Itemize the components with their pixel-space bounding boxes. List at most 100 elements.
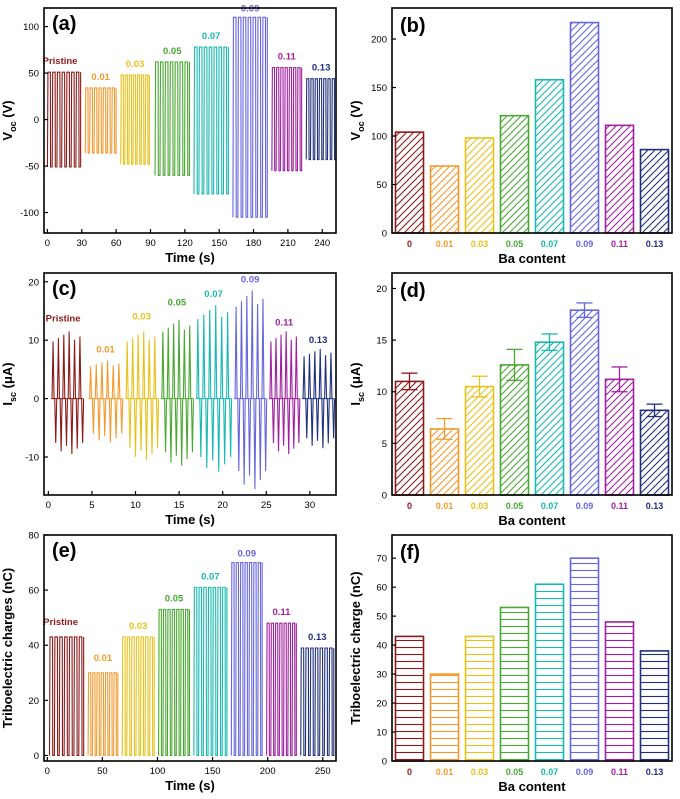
x-tick-label: 210 bbox=[280, 238, 296, 249]
series-annotation: 0.03 bbox=[132, 311, 151, 322]
x-axis-label: Time (s) bbox=[165, 778, 215, 793]
category-label: 0.01 bbox=[436, 767, 454, 777]
panel-e: Pristine 0.01 0.03 0.05 0.07 0.09 0.11 0.13 0 50 1… bbox=[0, 531, 337, 793]
y-tick-label: 80 bbox=[28, 531, 39, 542]
y-tick-label: 60 bbox=[376, 583, 387, 594]
series-annotation: 0.09 bbox=[237, 549, 256, 560]
bar bbox=[639, 148, 670, 234]
series-annotation: 0.11 bbox=[272, 607, 291, 618]
x-axis-label: Ba content bbox=[498, 779, 566, 794]
y-axis-label-main: V bbox=[348, 132, 363, 141]
y-tick-label: -10 bbox=[25, 453, 39, 464]
series-annotation: Pristine bbox=[46, 313, 81, 324]
bar bbox=[499, 364, 530, 496]
signal-trace bbox=[87, 672, 119, 757]
series-annotation: 0.07 bbox=[202, 31, 221, 42]
signal-trace bbox=[154, 61, 190, 176]
bar bbox=[394, 635, 425, 762]
x-axis-label: Time (s) bbox=[165, 250, 215, 265]
category-label: 0.11 bbox=[611, 767, 628, 777]
category-label: 0.09 bbox=[576, 501, 594, 511]
x-tick-label: 0 bbox=[45, 238, 50, 249]
signal-trace bbox=[302, 348, 336, 449]
signal-trace bbox=[305, 78, 337, 161]
plot-frame bbox=[391, 534, 673, 762]
category-label: 0.01 bbox=[436, 501, 454, 511]
category-label: 0.11 bbox=[611, 239, 628, 249]
bar bbox=[639, 409, 670, 496]
x-tick-label: 60 bbox=[111, 238, 122, 249]
signal-trace bbox=[89, 360, 124, 443]
signal-trace bbox=[121, 636, 155, 757]
series-annotation: 0.01 bbox=[96, 345, 115, 356]
bar bbox=[464, 635, 495, 762]
category-label: 0 bbox=[407, 767, 412, 777]
x-tick-label: 180 bbox=[246, 238, 262, 249]
bar bbox=[394, 131, 425, 234]
plot-frame bbox=[43, 534, 337, 762]
x-tick-label: 25 bbox=[261, 500, 272, 511]
signal-trace bbox=[300, 647, 335, 757]
bar bbox=[569, 21, 600, 234]
y-tick-label: 50 bbox=[376, 612, 387, 623]
bar bbox=[534, 583, 565, 762]
y-tick-label: -100 bbox=[20, 208, 39, 219]
y-tick-label: 0 bbox=[382, 229, 387, 240]
bar bbox=[429, 165, 460, 234]
category-label: 0.05 bbox=[506, 767, 524, 777]
series-annotation: 0.05 bbox=[163, 46, 182, 57]
signal-trace bbox=[193, 586, 228, 757]
category-label: 0.05 bbox=[506, 239, 524, 249]
series-annotation: 0.01 bbox=[94, 653, 113, 664]
category-label: 0.07 bbox=[541, 239, 559, 249]
x-tick-label: 0 bbox=[46, 500, 51, 511]
x-tick-label: 0 bbox=[45, 766, 50, 777]
y-tick-label: 70 bbox=[376, 554, 387, 565]
y-axis-label-main: Triboelectric charges (nC) bbox=[0, 568, 15, 728]
series-annotation: 0.13 bbox=[308, 632, 327, 643]
series-annotation: 0.03 bbox=[126, 59, 145, 70]
y-tick-label: 100 bbox=[23, 22, 39, 33]
bar bbox=[569, 557, 600, 762]
series-annotation: 0.09 bbox=[241, 275, 260, 286]
y-tick-label: 10 bbox=[376, 387, 387, 398]
category-label: 0.01 bbox=[436, 239, 454, 249]
panel-d: 0 0.01 0.03 0.05 0.07 0.09 0.11 0.13 0 5 10 15 20 Ba … bbox=[348, 272, 673, 528]
x-tick-label: 30 bbox=[305, 500, 316, 511]
x-tick-label: 240 bbox=[314, 238, 330, 249]
y-tick-label: 0 bbox=[34, 751, 39, 762]
y-axis-label-unit: (V) bbox=[348, 100, 363, 121]
y-axis-label-unit: (V) bbox=[0, 100, 15, 121]
x-tick-label: 20 bbox=[217, 500, 228, 511]
signal-trace bbox=[266, 622, 297, 757]
x-axis-label: Time (s) bbox=[165, 512, 215, 527]
y-tick-label: 10 bbox=[28, 336, 39, 347]
y-tick-label: 20 bbox=[28, 696, 39, 707]
series-annotation: 0.05 bbox=[165, 593, 184, 604]
y-tick-label: 20 bbox=[376, 699, 387, 710]
bar bbox=[569, 309, 600, 496]
signal-trace bbox=[158, 608, 190, 757]
y-tick-label: 15 bbox=[376, 336, 387, 347]
signal-trace bbox=[125, 331, 160, 460]
y-tick-label: 0 bbox=[34, 115, 39, 126]
signal-trace bbox=[196, 305, 233, 472]
bar bbox=[499, 114, 530, 234]
signal-trace bbox=[269, 331, 301, 455]
y-axis-label-main: Triboelectric charge (nC) bbox=[348, 571, 363, 724]
x-tick-label: 200 bbox=[260, 766, 276, 777]
series-annotation: 0.07 bbox=[201, 571, 220, 582]
y-axis-label-unit: (μA) bbox=[348, 362, 363, 392]
x-tick-label: 5 bbox=[89, 500, 94, 511]
plot-frame bbox=[391, 7, 673, 234]
series-annotation: 0.13 bbox=[309, 335, 328, 346]
x-tick-label: 15 bbox=[174, 500, 185, 511]
category-label: 0.03 bbox=[471, 239, 489, 249]
y-tick-label: 0 bbox=[382, 491, 387, 502]
panel-c: Pristine 0.01 0.03 0.05 0.07 0.09 0.11 0.13 0 5 10… bbox=[0, 272, 337, 527]
y-axis-label: Isc (μA) bbox=[0, 362, 18, 405]
panel-label: (e) bbox=[52, 540, 76, 562]
series-annotation: Pristine bbox=[43, 617, 78, 628]
